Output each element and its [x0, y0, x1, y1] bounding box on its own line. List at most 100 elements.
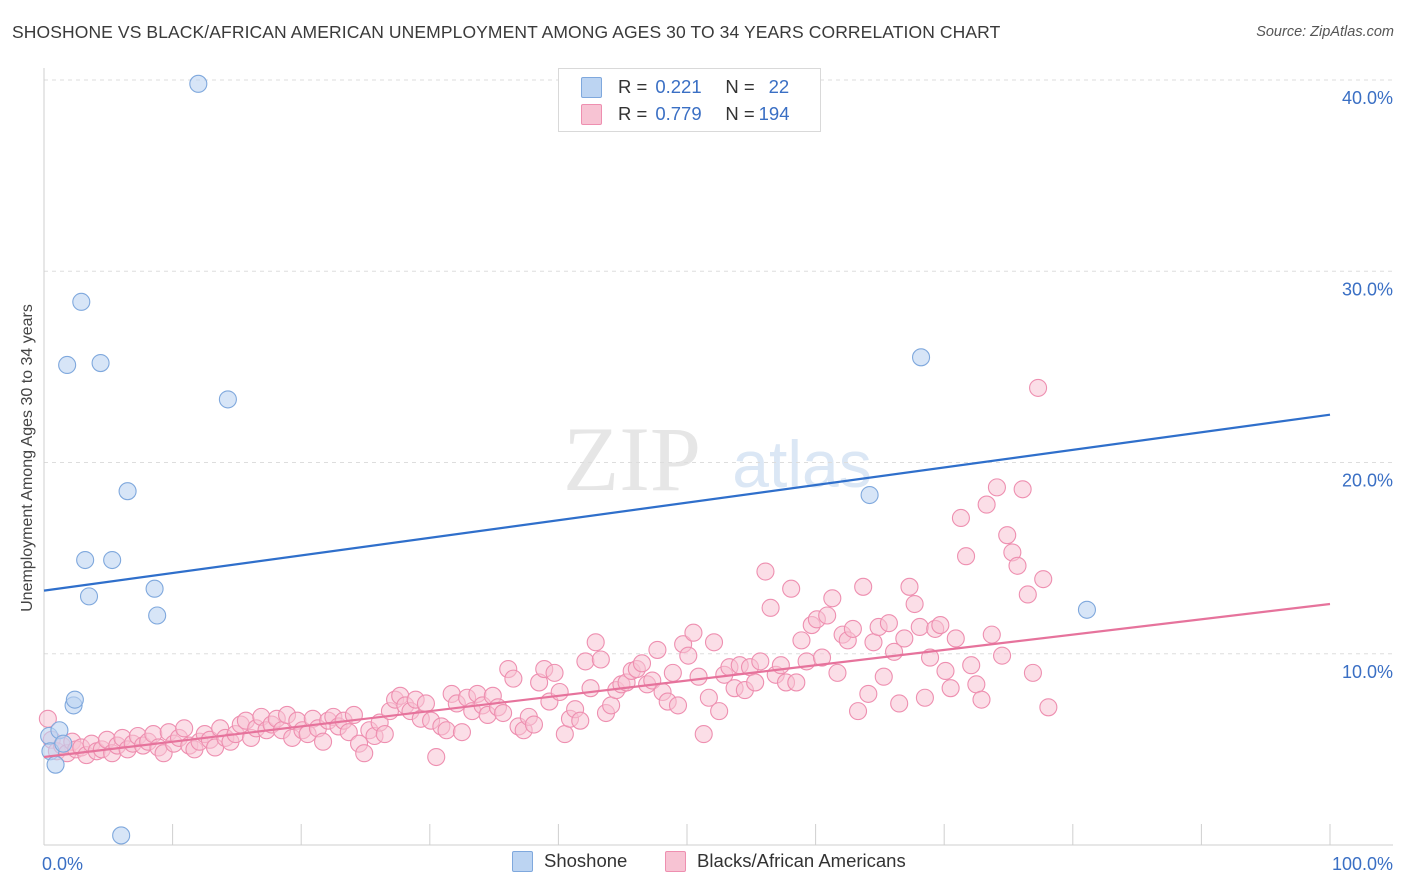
shoshone-point — [118, 482, 137, 501]
black-point — [977, 495, 996, 514]
black-point — [555, 725, 574, 744]
shoshone-point — [58, 355, 77, 375]
black-point — [339, 723, 358, 742]
shoshone-point — [72, 292, 91, 311]
black-point — [921, 648, 940, 667]
grid-lines — [44, 79, 1393, 655]
black-point — [694, 725, 713, 744]
n-label: N = — [725, 76, 755, 97]
black-point — [576, 652, 595, 671]
shoshone-point — [218, 390, 237, 409]
black-point — [314, 732, 333, 751]
n-label: N = — [725, 103, 755, 124]
shoshone-point — [65, 690, 84, 709]
black-point — [668, 696, 688, 715]
black-point — [792, 631, 811, 650]
shoshone-point — [1077, 600, 1096, 619]
chart-title: SHOSHONE VS BLACK/AFRICAN AMERICAN UNEMP… — [12, 22, 1001, 42]
shoshone-point — [76, 550, 95, 570]
black-point — [1008, 556, 1027, 575]
legend-label-shoshone: Shoshone — [544, 850, 628, 871]
black-swatch — [581, 103, 602, 125]
legend-item-black: Blacks/African Americans — [665, 850, 906, 872]
black-point — [993, 646, 1012, 665]
black-point — [941, 679, 960, 698]
black-point — [699, 688, 718, 707]
watermark-atlas: atlas — [732, 427, 871, 501]
shoshone-point — [145, 579, 164, 598]
x-tick-label-max: 100.0% — [1332, 854, 1393, 874]
shoshone-point — [91, 353, 110, 373]
black-point — [1034, 570, 1053, 589]
legend-row-shoshone: R = 0.221 N = 22 — [581, 75, 789, 99]
black-point — [1023, 663, 1042, 682]
black-point — [957, 547, 976, 566]
black-point — [586, 633, 605, 652]
axes — [43, 68, 1393, 846]
black-point — [890, 694, 909, 713]
black-point — [355, 744, 374, 763]
r-value: 0.779 — [655, 103, 702, 124]
black-point — [818, 606, 837, 625]
black-point — [843, 619, 862, 638]
black-point — [910, 617, 929, 637]
black-point — [951, 508, 970, 528]
black-point — [689, 667, 708, 686]
shoshone-swatch — [581, 76, 602, 98]
black-point — [746, 673, 765, 692]
black-point — [864, 633, 883, 652]
black-point — [1029, 378, 1048, 397]
black-point — [812, 648, 832, 667]
r-value: 0.221 — [655, 76, 702, 97]
shoshone-point — [46, 755, 65, 774]
watermark-zip: ZIP — [563, 408, 701, 510]
x-tick-label-min: 0.0% — [42, 854, 83, 874]
black-point — [416, 694, 435, 713]
black-point — [879, 614, 898, 633]
y-tick-labels: 10.0% 20.0% 30.0% 40.0% — [1342, 88, 1393, 682]
black-swatch — [665, 850, 686, 872]
black-point — [602, 696, 621, 715]
y-tick-label: 40.0% — [1342, 88, 1393, 108]
black-point — [679, 646, 698, 665]
black-point — [972, 690, 991, 709]
series-black-points — [38, 378, 1058, 767]
black-point — [710, 702, 729, 721]
black-point — [704, 633, 724, 652]
black-point — [632, 654, 652, 673]
black-point — [1018, 585, 1037, 604]
black-point — [936, 661, 955, 681]
black-point — [874, 667, 893, 686]
black-point — [998, 526, 1017, 545]
y-tick-label: 30.0% — [1342, 279, 1393, 299]
black-point — [494, 703, 513, 723]
black-point — [648, 640, 667, 659]
n-value: 22 — [768, 76, 790, 97]
black-point — [771, 656, 790, 675]
x-tick-labels: 0.0% 100.0% — [42, 854, 1393, 874]
black-point — [982, 625, 1001, 644]
black-point — [787, 673, 806, 692]
black-point — [915, 688, 934, 707]
black-point — [905, 594, 924, 614]
shoshone-swatch — [512, 850, 533, 872]
shoshone-point — [79, 587, 99, 606]
y-tick-label: 10.0% — [1342, 662, 1393, 682]
black-point — [175, 719, 194, 738]
black-point — [761, 598, 780, 617]
black-point — [895, 629, 914, 648]
legend-label-black: Blacks/African Americans — [697, 850, 906, 871]
black-point — [427, 747, 446, 767]
black-point — [452, 723, 472, 742]
black-point — [946, 629, 965, 648]
series-legend: Shoshone Blacks/African Americans — [0, 850, 1406, 878]
shoshone-point — [103, 550, 122, 570]
black-point — [828, 663, 847, 682]
black-point — [550, 682, 569, 702]
n-value: 194 — [758, 103, 790, 124]
r-label: R = — [618, 103, 648, 124]
black-point — [375, 725, 394, 744]
shoshone-point — [860, 485, 879, 505]
black-point — [962, 656, 981, 675]
